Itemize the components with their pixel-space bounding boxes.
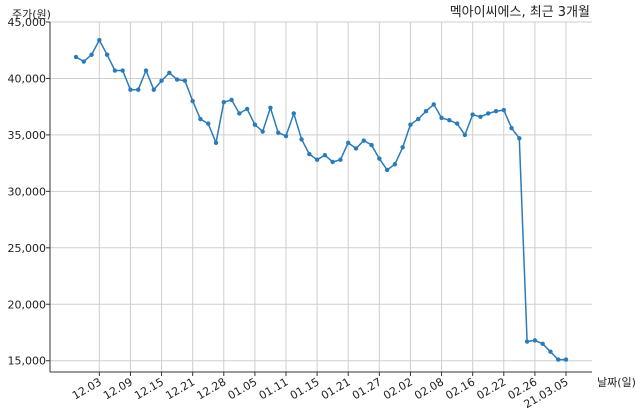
y-tick-label: 40,000 (8, 72, 47, 85)
price-point (361, 138, 366, 143)
price-point (237, 111, 242, 116)
plot-area (73, 37, 569, 362)
axes (46, 21, 592, 376)
x-tick-label: 01.15 (288, 375, 322, 402)
price-point (252, 122, 258, 127)
price-point (167, 70, 172, 76)
x-axis-label: 날짜(일) (597, 375, 636, 389)
price-point (454, 121, 460, 126)
y-tick-labels: 15,000 20,000 25,000 30,000 35,000 40,000 45,0… (8, 16, 47, 368)
x-tick-label: 12.21 (163, 375, 197, 402)
price-point (462, 132, 468, 138)
price-point (524, 339, 530, 344)
price-point (377, 156, 382, 161)
x-tick-label: 02.22 (474, 375, 508, 402)
price-point (89, 52, 94, 57)
price-point (416, 116, 421, 122)
price-point (73, 54, 79, 60)
price-point (299, 137, 304, 142)
y-axis-label: 주가(원) (12, 8, 51, 21)
price-point (221, 99, 226, 105)
x-tick-label: 01.05 (226, 375, 260, 402)
x-tick-labels: 12.0312.0912.1512.2112.2801.0501.1101.15… (70, 375, 570, 411)
price-point (447, 118, 452, 123)
price-series-line (75, 38, 566, 361)
price-point (540, 341, 545, 346)
price-point (190, 98, 195, 104)
x-tick-label: 01.21 (319, 375, 353, 402)
price-point (112, 68, 118, 73)
price-point (532, 338, 538, 343)
price-point (369, 142, 374, 148)
price-point (104, 52, 110, 57)
price-point (563, 357, 569, 362)
price-point (501, 107, 506, 113)
x-tick-label: 12.09 (101, 375, 135, 402)
price-point (260, 129, 265, 134)
price-point (283, 133, 289, 139)
price-point (213, 140, 219, 146)
price-point (81, 59, 86, 64)
price-point (159, 78, 164, 83)
price-point (548, 349, 553, 354)
price-point (400, 145, 405, 150)
y-tick-label: 35,000 (8, 129, 47, 142)
price-point (330, 159, 335, 165)
grid-lines (50, 21, 592, 372)
price-point (229, 97, 234, 103)
price-point (206, 121, 211, 126)
price-point (143, 68, 149, 73)
x-tick-label: 02.08 (412, 375, 446, 402)
price-point (486, 111, 491, 116)
price-point (408, 122, 413, 127)
price-point (338, 157, 343, 162)
price-point (182, 78, 188, 83)
price-point (556, 357, 561, 362)
price-point (314, 157, 320, 162)
y-tick-label: 30,000 (8, 185, 47, 198)
y-tick-label: 25,000 (8, 242, 47, 255)
x-tick-label: 12.15 (132, 375, 166, 402)
y-tick-label: 20,000 (8, 298, 47, 311)
price-point (198, 116, 203, 122)
price-point (353, 146, 359, 151)
x-tick-label: 12.03 (70, 375, 104, 402)
price-point (478, 114, 483, 120)
price-point (493, 108, 499, 114)
price-point (244, 106, 250, 112)
x-tick-label: 12.28 (194, 375, 228, 402)
y-tick-label: 15,000 (8, 355, 47, 368)
price-point (97, 37, 102, 43)
price-point (128, 87, 133, 92)
x-tick-label: 01.11 (257, 375, 291, 402)
price-point (423, 108, 429, 114)
x-tick-label: 02.16 (443, 375, 477, 402)
y-tick-label: 45,000 (8, 16, 47, 29)
price-point (151, 87, 156, 92)
x-tick-label: 01.27 (350, 375, 384, 402)
price-point (136, 87, 141, 92)
price-point (431, 102, 436, 107)
price-point (346, 140, 351, 146)
price-point (392, 162, 398, 167)
price-point (268, 105, 273, 111)
chart-title: 멕아이씨에스, 최근 3개월 (450, 5, 590, 20)
price-point (470, 112, 475, 117)
price-point (307, 151, 312, 157)
price-point (120, 68, 125, 73)
price-point (322, 153, 328, 158)
price-point (276, 130, 281, 135)
price-point (174, 77, 180, 82)
price-point (291, 111, 296, 116)
price-point (517, 136, 522, 141)
x-tick-label: 02.02 (381, 375, 415, 402)
price-point (439, 115, 444, 121)
price-point (509, 125, 514, 131)
price-point (384, 167, 390, 173)
